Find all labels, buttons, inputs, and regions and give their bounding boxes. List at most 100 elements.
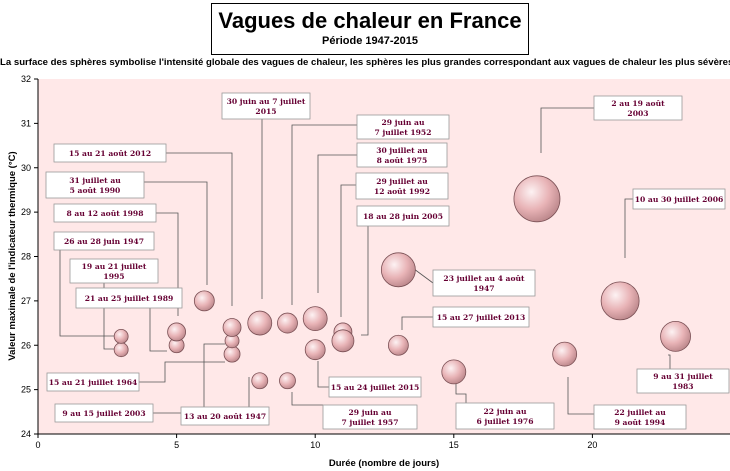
annotation-text: 29 juin au xyxy=(349,408,392,417)
bubble xyxy=(441,359,467,385)
chart-caption: La surface des sphères symbolise l'inten… xyxy=(0,57,730,68)
bubble xyxy=(660,320,691,352)
bubble xyxy=(193,290,215,312)
bubble xyxy=(600,281,640,321)
annotation-text: 5 août 1990 xyxy=(70,186,121,195)
annotation-box xyxy=(632,188,726,210)
annotation-text: 9 août 1994 xyxy=(615,418,666,427)
annotation-leader-line xyxy=(624,198,633,258)
annotation-box xyxy=(356,142,448,168)
annotation-box xyxy=(328,376,422,398)
annotation-leader-line xyxy=(144,181,208,285)
annotation-text: 7 juillet 1952 xyxy=(375,128,432,137)
annotation-label: 22 juillet au9 août 1994 xyxy=(593,404,687,430)
y-tick-label: 28 xyxy=(21,252,31,262)
annotation-text: 15 au 21 août 2012 xyxy=(69,149,151,158)
annotation-box xyxy=(53,203,157,223)
annotation-box xyxy=(455,402,555,430)
annotation-label: 15 au 21 juillet 1964 xyxy=(46,372,140,392)
annotation-text: 29 juillet au xyxy=(376,177,428,186)
annotation-text: 1947 xyxy=(473,284,494,293)
annotation-label: 9 au 15 juillet 2003 xyxy=(54,403,154,423)
bubble xyxy=(331,329,355,353)
annotation-label: 31 juillet au5 août 1990 xyxy=(45,171,145,199)
annotation-box xyxy=(54,403,154,423)
annotation-text: 29 juin au xyxy=(382,118,425,127)
annotation-box xyxy=(221,92,311,120)
annotation-box xyxy=(355,172,449,200)
annotation-box xyxy=(75,287,183,309)
bubble xyxy=(277,312,298,334)
annotation-leader-line xyxy=(540,107,594,153)
annotation-text: 15 au 21 juillet 1964 xyxy=(49,378,138,387)
annotation-leader-line xyxy=(156,212,179,316)
annotation-text: 26 au 28 juin 1947 xyxy=(64,237,144,246)
annotation-leader-line xyxy=(149,308,167,352)
y-tick-label: 31 xyxy=(21,118,31,128)
y-tick-label: 32 xyxy=(21,74,31,84)
annotation-leader-line xyxy=(59,250,118,337)
annotation-leader-line xyxy=(166,152,233,306)
annotation-label: 18 au 28 juin 2005 xyxy=(356,205,450,227)
annotation-label: 15 au 24 juillet 2015 xyxy=(328,376,422,398)
annotation-label: 13 au 20 août 1947 xyxy=(180,406,270,426)
annotation-text: 30 juin au 7 juillet xyxy=(227,97,306,106)
annotation-box xyxy=(636,368,730,394)
annotation-text: 12 août 1992 xyxy=(374,187,430,196)
y-tick-label: 27 xyxy=(21,296,31,306)
annotation-label: 22 juin au6 juillet 1976 xyxy=(455,402,555,430)
annotation-box xyxy=(432,306,530,328)
annotation-text: 8 au 12 août 1998 xyxy=(66,209,143,218)
annotation-box xyxy=(53,231,155,251)
annotation-box xyxy=(46,372,140,392)
annotation-box xyxy=(322,404,418,430)
bubble xyxy=(167,322,187,342)
annotation-label: 21 au 25 juillet 1989 xyxy=(75,287,183,309)
bubble xyxy=(251,372,269,390)
annotation-leader-line xyxy=(291,124,357,305)
bubble xyxy=(279,372,296,390)
annotation-text: 15 au 27 juillet 2013 xyxy=(437,313,526,322)
x-tick-label: 5 xyxy=(174,440,179,450)
chart-title: Vagues de chaleur en France xyxy=(218,8,522,33)
annotation-leader-line xyxy=(291,392,323,406)
bubble xyxy=(513,175,561,223)
annotation-text: 2 au 19 août xyxy=(611,99,665,108)
annotation-label: 10 au 30 juillet 2006 xyxy=(632,188,726,210)
bubble xyxy=(247,310,273,336)
annotation-text: 21 au 25 juillet 1989 xyxy=(85,294,174,303)
annotation-text: 1995 xyxy=(103,272,124,281)
bubble xyxy=(380,252,416,288)
y-tick-label: 25 xyxy=(21,385,31,395)
annotation-text: 9 au 31 juillet xyxy=(653,372,713,381)
annotation-leader-line xyxy=(567,377,594,415)
annotation-leader-line xyxy=(139,361,225,383)
annotation-leader-line xyxy=(317,361,329,388)
x-tick-label: 10 xyxy=(310,440,320,450)
annotation-box xyxy=(356,114,450,140)
annotation-label: 15 au 27 juillet 2013 xyxy=(432,306,530,328)
bubble xyxy=(223,345,241,363)
annotation-box xyxy=(69,258,159,284)
annotation-label: 29 juin au7 juillet 1957 xyxy=(322,404,418,430)
annotation-box xyxy=(356,205,450,227)
annotation-leader-line xyxy=(668,354,671,369)
annotation-text: 7 juillet 1957 xyxy=(342,418,399,427)
y-axis-label: Valeur maximale de l'indicateur thermiqu… xyxy=(7,151,18,360)
x-tick-label: 15 xyxy=(449,440,459,450)
bubble xyxy=(302,306,328,332)
title-box: Vagues de chaleur en France Période 1947… xyxy=(211,3,529,55)
annotation-text: 9 au 15 juillet 2003 xyxy=(62,409,145,418)
annotation-label: 15 au 21 août 2012 xyxy=(53,143,167,163)
annotation-box xyxy=(180,406,270,426)
annotation-leader-line xyxy=(340,184,356,317)
x-tick-label: 20 xyxy=(587,440,597,450)
annotation-box xyxy=(593,404,687,430)
annotation-leader-line xyxy=(455,383,467,403)
annotation-text: 22 juin au xyxy=(484,407,527,416)
